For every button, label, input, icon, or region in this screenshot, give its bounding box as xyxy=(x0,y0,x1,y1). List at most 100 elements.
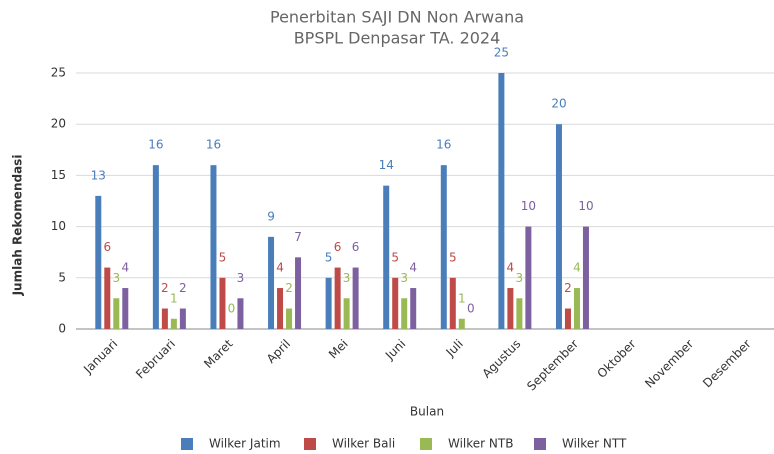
bar xyxy=(410,288,417,329)
x-tick-label: April xyxy=(264,337,293,366)
data-label: 0 xyxy=(467,302,475,316)
bar xyxy=(458,318,465,329)
legend-label: Wilker NTB xyxy=(448,437,513,451)
data-label: 2 xyxy=(564,281,572,295)
legend-swatch xyxy=(534,438,546,450)
bar xyxy=(286,308,293,329)
data-label: 10 xyxy=(521,199,536,213)
data-label: 1 xyxy=(458,291,466,305)
bar xyxy=(525,226,532,329)
x-tick-label: Agustus xyxy=(479,337,523,381)
x-tick-label: September xyxy=(524,337,581,394)
data-label: 13 xyxy=(91,168,106,182)
legend-label: Wilker Bali xyxy=(332,437,395,451)
bar xyxy=(440,165,447,329)
data-label: 20 xyxy=(551,97,566,111)
bar xyxy=(555,124,562,329)
bar xyxy=(516,298,523,329)
x-tick-label: Februari xyxy=(133,337,178,382)
bar xyxy=(295,257,302,329)
bar xyxy=(210,165,217,329)
data-label: 6 xyxy=(334,240,342,254)
y-axis-label: Jumlah Rekomendasi xyxy=(11,155,25,297)
data-label: 3 xyxy=(516,271,524,285)
data-label: 0 xyxy=(228,302,236,316)
x-tick-label: Oktober xyxy=(595,337,639,381)
data-label: 9 xyxy=(267,209,275,223)
y-tick-label: 15 xyxy=(51,168,66,182)
bar xyxy=(573,288,580,329)
data-label: 2 xyxy=(179,281,187,295)
y-tick-label: 0 xyxy=(58,322,66,336)
x-tick-label: November xyxy=(642,337,696,391)
data-label: 3 xyxy=(237,271,245,285)
data-label: 2 xyxy=(285,281,293,295)
y-tick-label: 20 xyxy=(51,117,66,131)
bar xyxy=(95,195,102,329)
data-label: 4 xyxy=(409,261,417,275)
data-label: 5 xyxy=(391,250,399,264)
y-tick-label: 10 xyxy=(51,219,66,233)
data-label: 1 xyxy=(170,291,178,305)
chart-subtitle: BPSPL Denpasar TA. 2024 xyxy=(294,29,501,48)
x-tick-label: Desember xyxy=(700,337,754,391)
data-label: 10 xyxy=(578,199,593,213)
data-label: 4 xyxy=(276,261,284,275)
data-label: 16 xyxy=(436,138,451,152)
bar xyxy=(383,185,390,329)
data-label: 6 xyxy=(103,240,111,254)
bar xyxy=(325,277,332,329)
data-label: 3 xyxy=(343,271,351,285)
bar xyxy=(152,165,159,329)
data-label: 7 xyxy=(294,230,302,244)
bar xyxy=(334,267,341,329)
legend-swatch xyxy=(181,438,193,450)
x-tick-label: Januari xyxy=(80,337,120,377)
bar xyxy=(352,267,359,329)
data-label: 16 xyxy=(148,138,163,152)
bar xyxy=(104,267,111,329)
x-tick-label: Maret xyxy=(201,336,235,370)
bar xyxy=(219,277,226,329)
legend-swatch xyxy=(304,438,316,450)
bar xyxy=(343,298,350,329)
x-tick-label: Juli xyxy=(443,337,466,360)
bar xyxy=(161,308,168,329)
x-tick-label: Juni xyxy=(382,337,408,363)
chart-title: Penerbitan SAJI DN Non Arwana xyxy=(270,8,524,27)
bar xyxy=(498,73,505,329)
x-tick-label: Mei xyxy=(326,337,351,362)
bar xyxy=(582,226,589,329)
data-label: 5 xyxy=(449,250,457,264)
bar xyxy=(122,288,129,329)
data-label: 3 xyxy=(112,271,120,285)
y-tick-label: 25 xyxy=(51,66,66,80)
data-label: 2 xyxy=(161,281,169,295)
bar xyxy=(170,318,177,329)
bar xyxy=(277,288,284,329)
bar xyxy=(113,298,120,329)
legend-label: Wilker NTT xyxy=(562,437,627,451)
data-label: 4 xyxy=(507,261,515,275)
data-label: 4 xyxy=(573,261,581,275)
bar xyxy=(237,298,244,329)
bar xyxy=(179,308,186,329)
data-label: 3 xyxy=(400,271,408,285)
bar xyxy=(449,277,456,329)
data-label: 16 xyxy=(206,138,221,152)
bar xyxy=(564,308,571,329)
data-label: 5 xyxy=(325,250,333,264)
legend-label: Wilker Jatim xyxy=(209,437,281,451)
bar xyxy=(507,288,514,329)
bar xyxy=(392,277,399,329)
bar xyxy=(268,236,275,329)
data-label: 6 xyxy=(352,240,360,254)
legend-swatch xyxy=(420,438,432,450)
data-label: 14 xyxy=(379,158,394,172)
data-label: 4 xyxy=(121,261,129,275)
y-tick-label: 5 xyxy=(58,270,66,284)
data-label: 25 xyxy=(494,46,509,60)
data-label: 5 xyxy=(219,250,227,264)
bar xyxy=(401,298,408,329)
